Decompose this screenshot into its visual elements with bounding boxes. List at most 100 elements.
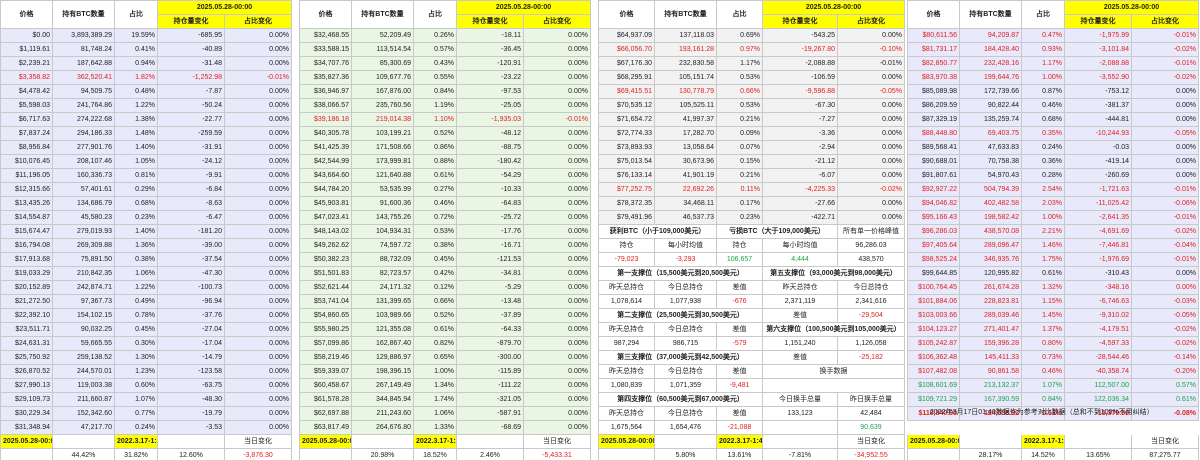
percent-cell[interactable]: 0.68% <box>1021 112 1065 127</box>
panel-cell[interactable] <box>762 378 905 393</box>
percent-cell[interactable]: 0.15% <box>716 154 763 169</box>
panel-cell[interactable]: 1,675,564 <box>598 420 655 435</box>
btc-amount-cell[interactable]: 97,367.73 <box>52 294 115 309</box>
percent-cell[interactable]: 1.15% <box>1021 294 1065 309</box>
header-price[interactable]: 价格 <box>907 0 960 29</box>
price-cell[interactable]: $31,348.94 <box>0 420 53 435</box>
panel-cell[interactable]: 90,639 <box>837 420 905 435</box>
price-cell[interactable]: $0.00 <box>0 28 53 43</box>
percent-cell[interactable]: 2.03% <box>1021 196 1065 211</box>
percent-cell[interactable]: 0.46% <box>1021 98 1065 113</box>
btc-amount-cell[interactable]: 91,600.36 <box>351 196 414 211</box>
summary-cell[interactable]: 2025.05.28-00:00 <box>299 434 352 449</box>
summary-cell[interactable]: 31.82% <box>114 448 158 460</box>
header-percent-change[interactable]: 占比变化 <box>837 14 905 29</box>
holding-change-cell[interactable]: -4,691.69 <box>1064 224 1132 239</box>
header-holding-change[interactable]: 持仓量变化 <box>157 14 225 29</box>
percent-cell[interactable]: 1.22% <box>114 98 158 113</box>
header-price[interactable]: 价格 <box>0 0 53 29</box>
holding-change-cell[interactable]: -310.43 <box>1064 266 1132 281</box>
btc-amount-cell[interactable]: 198,396.15 <box>351 364 414 379</box>
holding-change-cell[interactable]: -3,101.84 <box>1064 42 1132 57</box>
summary-cell[interactable]: 28.17% <box>959 448 1022 460</box>
percent-cell[interactable]: 0.52% <box>413 308 457 323</box>
note-spacer[interactable] <box>1021 420 1065 435</box>
percent-cell[interactable]: 0.45% <box>413 252 457 267</box>
price-cell[interactable]: $8,956.84 <box>0 140 53 155</box>
price-cell[interactable]: $100,764.45 <box>907 280 960 295</box>
price-cell[interactable]: $15,674.47 <box>0 224 53 239</box>
percent-cell[interactable]: 1.38% <box>114 112 158 127</box>
panel-cell[interactable]: -25,182 <box>837 350 905 365</box>
price-cell[interactable]: $63,817.49 <box>299 420 352 435</box>
support-1-label[interactable]: 第一支撑位（15,500美元到20,500美元） <box>598 266 763 281</box>
percent-change-cell[interactable]: 0.00% <box>523 294 591 309</box>
summary-cell[interactable] <box>157 434 225 449</box>
summary-cell[interactable] <box>1064 434 1132 449</box>
percent-cell[interactable]: 0.61% <box>413 168 457 183</box>
price-cell[interactable]: $22,392.10 <box>0 308 53 323</box>
holding-change-cell[interactable]: -123.58 <box>157 364 225 379</box>
percent-cell[interactable]: 1.00% <box>1021 210 1065 225</box>
holding-change-cell[interactable]: -64.33 <box>456 322 524 337</box>
btc-amount-cell[interactable]: 3,893,389.29 <box>52 28 115 43</box>
percent-cell[interactable]: 0.12% <box>413 280 457 295</box>
btc-amount-cell[interactable]: 210,842.35 <box>52 266 115 281</box>
percent-change-cell[interactable]: 0.00% <box>224 182 292 197</box>
price-cell[interactable]: $98,525.24 <box>907 252 960 267</box>
panel-cell[interactable]: -29,504 <box>837 308 905 323</box>
percent-cell[interactable]: 1.32% <box>1021 280 1065 295</box>
price-cell[interactable]: $33,588.15 <box>299 42 352 57</box>
panel-cell[interactable]: 持仓 <box>598 238 655 253</box>
holding-change-cell[interactable]: -6.84 <box>157 182 225 197</box>
price-cell[interactable]: $52,621.44 <box>299 280 352 295</box>
holding-change-cell[interactable]: -9,310.02 <box>1064 308 1132 323</box>
percent-change-cell[interactable]: 0.00% <box>523 126 591 141</box>
panel-cell[interactable]: 1,077,938 <box>654 294 717 309</box>
percent-cell[interactable]: 1.05% <box>114 154 158 169</box>
price-cell[interactable]: $81,731.17 <box>907 42 960 57</box>
holding-change-cell[interactable]: -31.91 <box>157 140 225 155</box>
percent-change-cell[interactable]: -0.01% <box>1131 28 1199 43</box>
panel-cell[interactable]: 今日换手总量 <box>762 392 838 407</box>
summary-cell[interactable]: 5.80% <box>654 448 717 460</box>
price-cell[interactable]: $60,458.67 <box>299 378 352 393</box>
price-cell[interactable]: $88,448.80 <box>907 126 960 141</box>
summary-cell[interactable] <box>598 448 655 460</box>
price-cell[interactable]: $91,807.61 <box>907 168 960 183</box>
holding-change-cell[interactable]: -4,597.33 <box>1064 336 1132 351</box>
btc-amount-cell[interactable]: 90,822.44 <box>959 98 1022 113</box>
percent-change-cell[interactable]: -0.01% <box>837 56 905 71</box>
panel-cell[interactable]: 今日总持仓 <box>654 406 717 421</box>
percent-change-cell[interactable]: -0.05% <box>837 84 905 99</box>
price-cell[interactable]: $86,209.59 <box>907 98 960 113</box>
holding-change-cell[interactable]: -7,446.81 <box>1064 238 1132 253</box>
percent-change-cell[interactable]: 0.00% <box>837 126 905 141</box>
percent-cell[interactable]: 0.29% <box>114 182 158 197</box>
price-cell[interactable]: $20,152.89 <box>0 280 53 295</box>
percent-cell[interactable]: 1.06% <box>413 406 457 421</box>
btc-amount-cell[interactable]: 109,677.76 <box>351 70 414 85</box>
btc-amount-cell[interactable]: 130,778.79 <box>654 84 717 99</box>
holding-change-cell[interactable]: -1,935.03 <box>456 112 524 127</box>
holding-change-cell[interactable]: -120.91 <box>456 56 524 71</box>
btc-amount-cell[interactable]: 103,199.21 <box>351 126 414 141</box>
header-btc-amount[interactable]: 持有BTC数量 <box>52 0 115 29</box>
holding-change-cell[interactable]: 112,507.00 <box>1064 378 1132 393</box>
percent-change-cell[interactable]: -0.20% <box>1131 364 1199 379</box>
panel-cell[interactable]: 每小时均值 <box>654 238 717 253</box>
holding-change-cell[interactable]: -1,252.98 <box>157 70 225 85</box>
btc-amount-cell[interactable]: 213,132.37 <box>959 378 1022 393</box>
percent-cell[interactable]: 0.53% <box>413 224 457 239</box>
note-spacer[interactable] <box>1064 420 1132 435</box>
percent-cell[interactable]: 0.45% <box>114 322 158 337</box>
percent-change-cell[interactable]: 0.00% <box>523 364 591 379</box>
percent-cell[interactable]: 0.97% <box>716 42 763 57</box>
price-cell[interactable]: $16,794.08 <box>0 238 53 253</box>
holding-change-cell[interactable]: -121.53 <box>456 252 524 267</box>
summary-cell[interactable] <box>762 434 838 449</box>
holding-change-cell[interactable]: -259.59 <box>157 126 225 141</box>
btc-amount-cell[interactable]: 145,411.33 <box>959 350 1022 365</box>
percent-change-cell[interactable]: 0.00% <box>837 154 905 169</box>
percent-cell[interactable]: 1.07% <box>1021 378 1065 393</box>
